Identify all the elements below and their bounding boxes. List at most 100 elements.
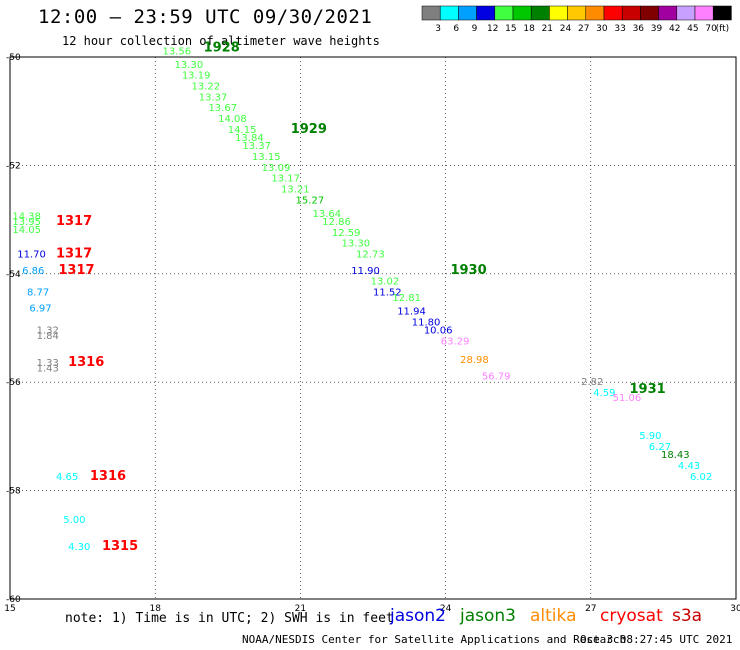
- swh-value: 1.33: [37, 358, 59, 369]
- swh-value: 11.70: [17, 250, 46, 261]
- y-tick-label: -52: [6, 161, 21, 171]
- color-bin-label: 33: [614, 24, 625, 34]
- pass-time-label: 1317: [56, 247, 92, 262]
- color-scale-legend: 3 6 9 12 15 18 21 24 27 30 33 36 39 42 45 70(ft): [421, 5, 732, 34]
- color-bin-label: 9: [472, 24, 478, 34]
- swh-value: 1.84: [37, 331, 59, 342]
- generated-timestamp: Oct 3 08:27:45 UTC 2021: [580, 633, 733, 646]
- axis-ticks: 15 18 21 24 27 30 -50 -52 -54 -56 -58 -60: [4, 53, 740, 614]
- swh-value: 14.08: [218, 114, 247, 125]
- color-bin-max: [712, 5, 732, 21]
- swh-value: 12.86: [322, 217, 351, 228]
- pass-time-label: 1316: [90, 469, 126, 484]
- pass-time-label: 1317: [58, 263, 94, 278]
- swh-value: 1.43: [37, 363, 59, 374]
- swh-value: 13.84: [235, 133, 264, 144]
- color-bin-label: 21: [542, 24, 553, 34]
- swh-value: 14.38: [12, 212, 41, 223]
- x-tick-label: 15: [4, 604, 15, 614]
- y-tick-label: -50: [6, 53, 21, 63]
- x-tick-label: 30: [730, 604, 740, 614]
- pass-time-label: 1931: [630, 382, 666, 397]
- swh-value: 12.59: [332, 228, 361, 239]
- swh-value: 5.90: [639, 431, 661, 442]
- swh-value: 11.94: [397, 306, 426, 317]
- swh-value: 6.02: [690, 472, 712, 483]
- swh-value: 13.56: [162, 46, 191, 57]
- swh-value: 11.52: [373, 287, 402, 298]
- color-bin-label: 27: [578, 24, 589, 34]
- swh-value: 8.77: [27, 287, 49, 298]
- legend-mission-jason3: jason3: [460, 606, 516, 626]
- pass-time-label: 1928: [204, 41, 240, 56]
- pass-time-label: 1316: [68, 355, 104, 370]
- swh-value: 4.65: [56, 472, 78, 483]
- x-tick-label: 21: [295, 604, 306, 614]
- y-tick-label: -56: [6, 378, 21, 388]
- x-tick-label: 24: [440, 604, 452, 614]
- legend-mission-altika: altika: [530, 606, 577, 626]
- swh-value: 1.32: [37, 325, 59, 336]
- x-tick-label: 27: [585, 604, 596, 614]
- swh-value: 5.00: [63, 515, 85, 526]
- swh-value: 13.64: [313, 209, 342, 220]
- swh-value: 10.06: [424, 325, 453, 336]
- swh-value: 51.06: [613, 393, 642, 404]
- y-tick-label: -54: [6, 270, 21, 280]
- swh-value: 13.30: [175, 60, 204, 71]
- swh-value: 11.90: [351, 266, 380, 277]
- swh-value: 15.27: [296, 195, 325, 206]
- swh-value: 14.15: [228, 125, 257, 136]
- footer-note: note: 1) Time is in UTC; 2) SWH is in fe…: [65, 611, 394, 626]
- color-bin-label: 70: [705, 24, 717, 34]
- swh-value: 13.37: [199, 92, 228, 103]
- swh-value: 56.79: [482, 371, 511, 382]
- swh-value: 13.67: [208, 103, 237, 114]
- swh-value: 13.17: [271, 174, 300, 185]
- pass-time-label: 1930: [450, 263, 486, 278]
- color-bin-label: 45: [687, 24, 698, 34]
- swh-value: 13.19: [182, 71, 211, 82]
- swh-value: 4.43: [678, 461, 700, 472]
- y-tick-label: -60: [6, 595, 21, 605]
- swh-value: 13.02: [371, 277, 400, 288]
- pass-time-label: 1315: [102, 539, 138, 554]
- swh-value: 11.80: [412, 317, 441, 328]
- legend-mission-s3a: s3a: [672, 606, 703, 626]
- swh-value: 4.30: [68, 542, 90, 553]
- color-bin-label: 6: [453, 24, 459, 34]
- page-title: 12:00 – 23:59 UTC 09/30/2021: [38, 6, 373, 28]
- x-tick-label: 18: [149, 604, 161, 614]
- swh-value: 4.59: [593, 388, 615, 399]
- color-bin-label: 12: [487, 24, 498, 34]
- swh-value: 18.43: [661, 450, 690, 461]
- pass-time-label: 1317: [56, 214, 92, 229]
- swh-value: 6.97: [29, 304, 51, 315]
- color-bin-label: 15: [505, 24, 516, 34]
- swh-value: 14.05: [12, 225, 41, 236]
- y-tick-label: -58: [6, 487, 21, 497]
- swh-value: 12.73: [356, 250, 385, 261]
- page-subtitle: 12 hour collection of altimeter wave hei…: [62, 34, 380, 48]
- color-bin-label: 39: [651, 24, 663, 34]
- swh-value: 6.86: [22, 266, 44, 277]
- color-bin-label: 18: [523, 24, 535, 34]
- swh-value: 13.15: [252, 152, 281, 163]
- swh-value: 13.30: [342, 239, 371, 250]
- color-bin-label: 24: [560, 24, 572, 34]
- color-bin-label: 3: [435, 24, 441, 34]
- swh-value: 13.09: [262, 163, 291, 174]
- plot-frame: [9, 56, 737, 600]
- swh-value: 6.27: [649, 442, 671, 453]
- color-bin-label: 30: [596, 24, 608, 34]
- legend-mission-cryosat: cryosat: [600, 606, 663, 626]
- color-scale-unit: (ft): [716, 24, 730, 34]
- legend-mission-jason2: jason2: [390, 606, 446, 626]
- pass-time-label: 1929: [291, 122, 327, 137]
- swh-value: 13.95: [12, 217, 41, 228]
- swh-value: 63.29: [441, 336, 470, 347]
- swh-value: 13.22: [192, 82, 221, 93]
- credit-line: NOAA/NESDIS Center for Satellite Applica…: [242, 633, 627, 646]
